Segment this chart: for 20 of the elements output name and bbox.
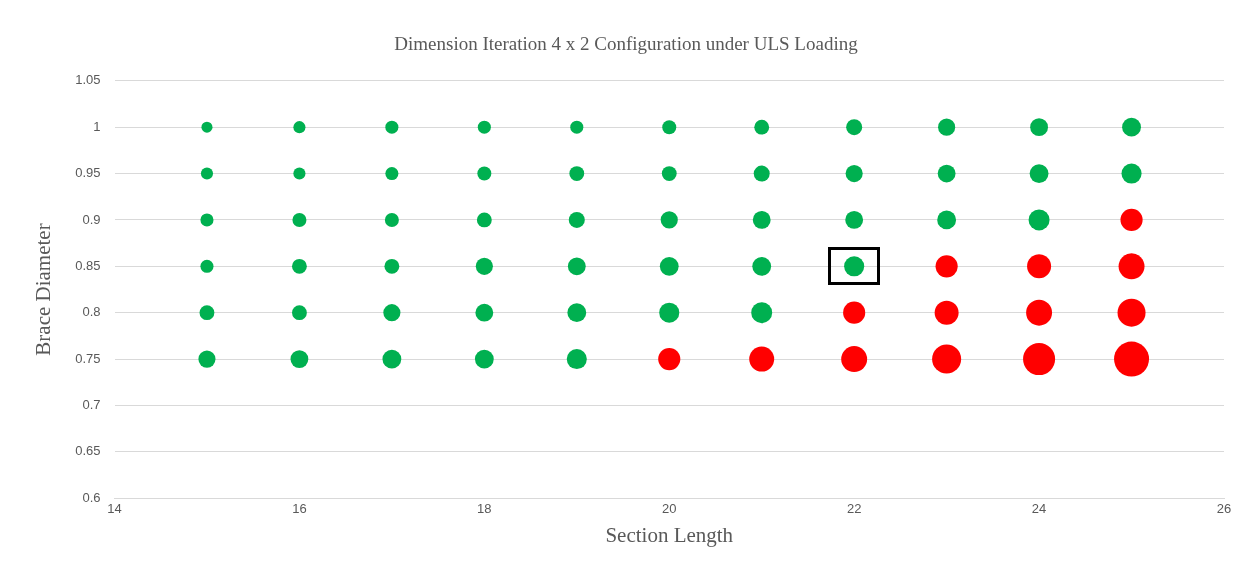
x-tick-label: 22	[846, 500, 862, 516]
x-axis-title: Section Length	[605, 522, 734, 547]
y-tick-label: 0.9	[82, 211, 101, 227]
chart-title: Dimension Iteration 4 x 2 Configuration under ULS Loading	[394, 33, 859, 55]
y-tick-label: 0.65	[75, 443, 101, 459]
x-tick-label: 26	[1216, 500, 1232, 516]
y-axis-title: Brace Diameter	[31, 223, 56, 356]
y-tick-label: 0.95	[75, 165, 101, 181]
y-tick-label: 0.7	[82, 397, 101, 413]
x-tick-label: 14	[107, 500, 122, 516]
y-tick-label: 1.05	[75, 72, 101, 88]
y-tick-label: 0.6	[82, 489, 101, 505]
y-tick-label: 0.85	[75, 257, 101, 273]
x-tick-label: 16	[292, 500, 307, 516]
x-tick-label: 18	[477, 500, 492, 516]
x-tick-label: 24	[1031, 500, 1047, 516]
y-tick-label: 0.75	[75, 350, 101, 366]
x-tick-label: 20	[662, 500, 677, 516]
y-tick-label: 0.8	[82, 304, 101, 320]
y-tick-label: 1	[93, 118, 101, 134]
